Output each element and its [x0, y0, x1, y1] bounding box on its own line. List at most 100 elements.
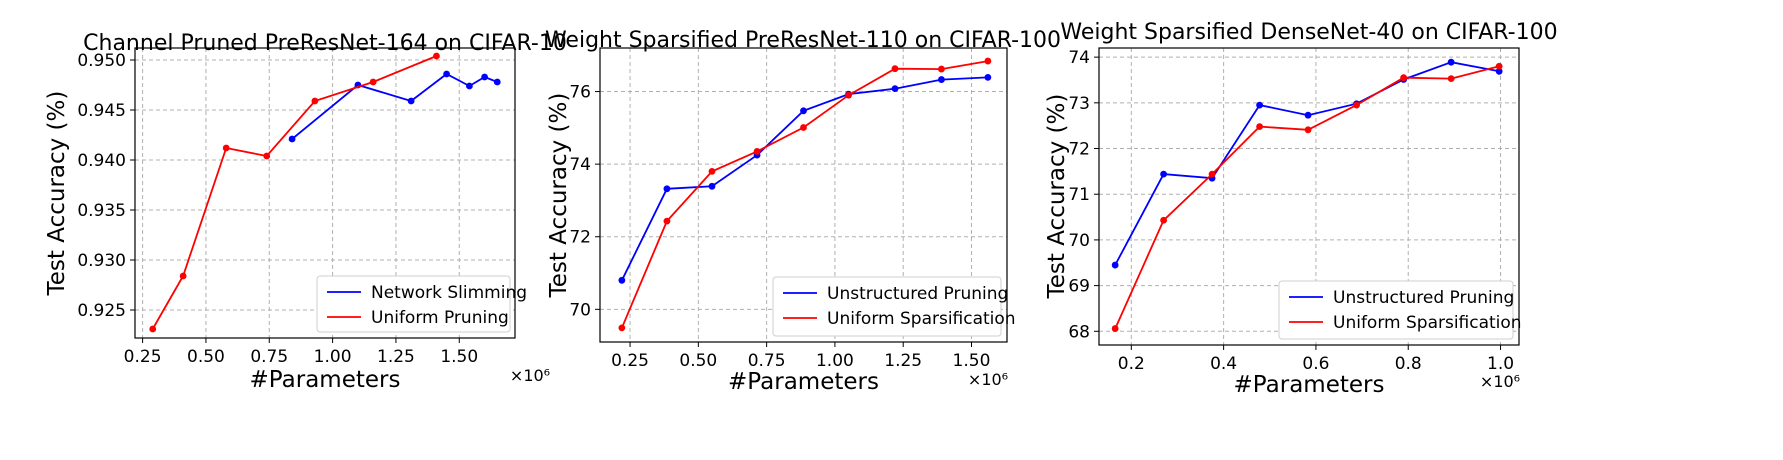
- data-point-2: [222, 144, 230, 152]
- plot-frame: [134, 47, 516, 339]
- x-tick-label: 1.0: [1487, 354, 1514, 374]
- data-point-2: [1447, 75, 1455, 83]
- data-point-2: [984, 57, 992, 65]
- y-tick-label: 69: [1068, 277, 1090, 297]
- chart-title: Weight Sparsified DenseNet-40 on CIFAR-1…: [1060, 20, 1557, 45]
- y-tick-label: 70: [1068, 231, 1090, 251]
- data-point-2: [369, 78, 377, 86]
- y-tick-label: 0.950: [77, 51, 126, 71]
- data-point-1: [938, 76, 945, 83]
- data-point-1: [443, 70, 450, 78]
- data-point-1: [800, 107, 807, 115]
- data-point-2: [663, 217, 671, 225]
- plot-frame: [1098, 47, 1520, 346]
- data-point-1: [1495, 67, 1503, 75]
- data-point-2: [1400, 74, 1408, 82]
- data-point-1: [493, 78, 501, 86]
- y-tick-label: 74: [569, 155, 591, 175]
- x-axis-label: #Parameters: [1234, 372, 1385, 398]
- series-line-1: [1114, 61, 1500, 266]
- data-point-1: [708, 182, 716, 190]
- data-point-1: [466, 82, 473, 90]
- data-point-1: [1304, 111, 1312, 119]
- x-tick-label: 0.25: [611, 351, 649, 371]
- data-point-1: [984, 74, 992, 81]
- data-point-1: [663, 185, 671, 193]
- data-point-2: [1111, 325, 1119, 332]
- legend-box: [316, 275, 511, 333]
- legend-box: [1278, 280, 1514, 340]
- x-tick-label: 0.50: [187, 347, 225, 367]
- data-point-2: [263, 152, 271, 160]
- y-axis-label: Test Accuracy (%): [546, 93, 572, 299]
- data-point-1: [1160, 170, 1168, 178]
- data-point-1: [618, 276, 626, 284]
- x-tick-label: 0.2: [1118, 354, 1145, 374]
- data-point-2: [845, 91, 852, 99]
- data-point-2: [618, 324, 626, 332]
- data-point-2: [800, 124, 807, 131]
- data-point-1: [1447, 58, 1455, 66]
- y-tick-label: 72: [1068, 140, 1090, 160]
- y-tick-label: 72: [569, 228, 591, 248]
- legend-label-1: Network Slimming: [371, 283, 527, 303]
- data-point-2: [1256, 123, 1264, 130]
- y-tick-label: 71: [1068, 185, 1090, 205]
- y-tick-label: 70: [569, 300, 591, 320]
- x-tick-label: 0.8: [1395, 354, 1422, 374]
- data-point-2: [708, 168, 716, 175]
- data-point-2: [1160, 216, 1168, 224]
- y-tick-label: 0.930: [77, 251, 126, 271]
- x-axis-label: #Parameters: [250, 367, 401, 393]
- y-tick-label: 0.925: [77, 301, 126, 321]
- data-point-2: [891, 65, 899, 73]
- chart-title: Channel Pruned PreResNet-164 on CIFAR-10: [83, 31, 567, 56]
- y-tick-label: 0.935: [77, 201, 126, 221]
- chart-title: Weight Sparsified PreResNet-110 on CIFAR…: [545, 28, 1061, 53]
- y-axis-label: Test Accuracy (%): [44, 91, 70, 297]
- data-point-1: [481, 73, 488, 81]
- y-tick-label: 68: [1068, 322, 1090, 342]
- legend-label-1: Unstructured Pruning: [1333, 288, 1514, 308]
- x-tick-label: 0.75: [748, 351, 786, 371]
- data-point-2: [149, 325, 157, 333]
- data-point-1: [407, 97, 415, 105]
- x-tick-label: 0.4: [1210, 354, 1237, 374]
- y-tick-label: 0.945: [77, 101, 126, 121]
- legend-label-1: Unstructured Pruning: [827, 284, 1008, 304]
- y-tick-label: 73: [1068, 94, 1090, 114]
- series-line-1: [291, 72, 498, 140]
- legend-label-2: Uniform Sparsification: [1333, 313, 1522, 333]
- data-point-2: [179, 272, 187, 280]
- data-point-2: [753, 148, 761, 155]
- y-tick-label: 74: [1068, 48, 1090, 68]
- x-tick-label: 1.25: [884, 351, 922, 371]
- y-tick-label: 76: [569, 83, 591, 103]
- x-axis-multiplier: ×10⁶: [1480, 372, 1520, 391]
- x-tick-label: 0.50: [679, 351, 717, 371]
- y-tick-label: 0.940: [77, 151, 126, 171]
- data-point-2: [311, 97, 319, 105]
- chart-panel-3: 0.2 0.4 0.6 0.8 1.0 68 69 70 71 72 73 74 Weight Spar…: [1044, 20, 1558, 398]
- x-axis-multiplier: ×10⁶: [968, 370, 1008, 389]
- plot-frame: [599, 47, 1008, 343]
- legend-box: [772, 276, 1002, 337]
- x-axis-multiplier: ×10⁶: [510, 366, 550, 385]
- x-tick-label: 0.6: [1302, 354, 1329, 374]
- data-point-2: [938, 65, 945, 73]
- chart-panel-1: 0.25 0.50 0.75 1.00 1.25 1.50 0.925 0.930 0.935 0…: [44, 31, 567, 393]
- x-tick-label: 0.25: [124, 347, 162, 367]
- y-axis-label: Test Accuracy (%): [1044, 94, 1070, 300]
- data-point-1: [1256, 101, 1264, 109]
- x-tick-label: 1.50: [440, 347, 478, 367]
- data-point-1: [288, 135, 296, 143]
- legend-label-2: Uniform Pruning: [371, 308, 509, 328]
- data-point-2: [433, 52, 440, 60]
- x-tick-label: 1.00: [816, 351, 854, 371]
- x-axis-label: #Parameters: [728, 369, 879, 395]
- x-tick-label: 1.50: [953, 351, 991, 371]
- chart-panel-2: 0.25 0.50 0.75 1.00 1.25 1.50 70 72 74 76 Weight S…: [545, 28, 1061, 395]
- data-point-2: [1353, 101, 1360, 109]
- legend-label-2: Uniform Sparsification: [827, 309, 1016, 329]
